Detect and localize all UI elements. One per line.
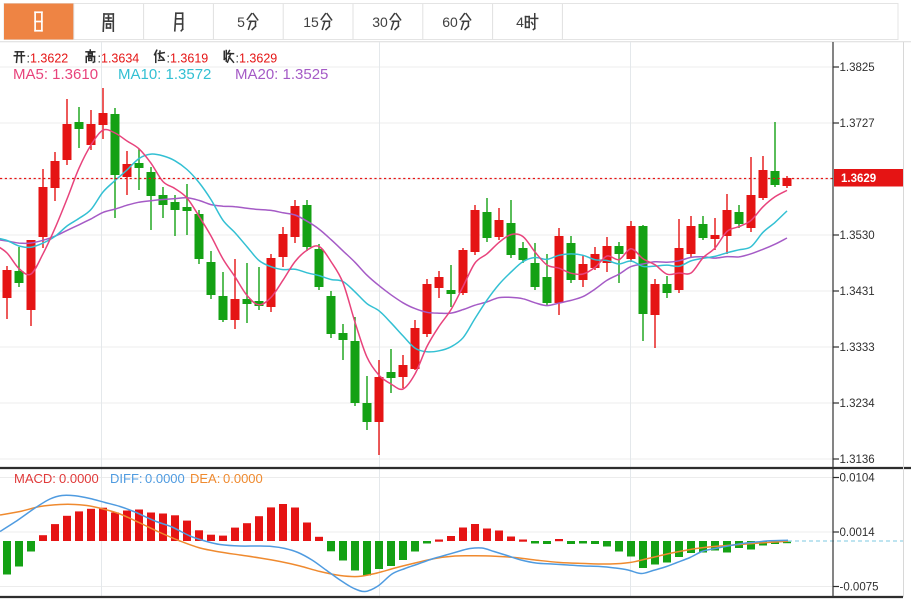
svg-text:MA20: 1.3525: MA20: 1.3525: [235, 66, 328, 83]
svg-text:DEA:: DEA:: [190, 471, 220, 486]
svg-text:1.3629: 1.3629: [239, 52, 277, 66]
svg-text:1.3619: 1.3619: [170, 52, 208, 66]
svg-text:1.3634: 1.3634: [101, 52, 139, 66]
svg-text:1.3136: 1.3136: [840, 454, 875, 466]
svg-text:60: 60: [442, 14, 458, 30]
svg-text:1.3727: 1.3727: [840, 118, 875, 130]
svg-text:4: 4: [516, 14, 524, 30]
svg-text:0.0000: 0.0000: [59, 471, 99, 486]
svg-text:-0.0075: -0.0075: [840, 582, 879, 594]
svg-text:MACD:: MACD:: [14, 471, 56, 486]
svg-text:0.0000: 0.0000: [145, 471, 185, 486]
svg-text:1.3234: 1.3234: [840, 398, 876, 410]
svg-text:0.0104: 0.0104: [840, 473, 876, 485]
svg-text:DIFF:: DIFF:: [110, 471, 143, 486]
svg-text:1.3431: 1.3431: [840, 286, 875, 298]
svg-text:1.3333: 1.3333: [840, 342, 875, 354]
svg-text:MA10: 1.3572: MA10: 1.3572: [118, 66, 211, 83]
svg-text:1.3629: 1.3629: [841, 173, 876, 185]
svg-text:5: 5: [237, 14, 245, 30]
svg-text:1.3530: 1.3530: [840, 230, 875, 242]
svg-text:0.0000: 0.0000: [223, 471, 263, 486]
svg-text:1.3622: 1.3622: [30, 52, 68, 66]
svg-text:1.3825: 1.3825: [840, 62, 875, 74]
svg-text:0.0014: 0.0014: [840, 527, 876, 539]
svg-text:30: 30: [372, 14, 388, 30]
svg-text:MA5: 1.3610: MA5: 1.3610: [13, 66, 98, 83]
svg-text:15: 15: [303, 14, 319, 30]
